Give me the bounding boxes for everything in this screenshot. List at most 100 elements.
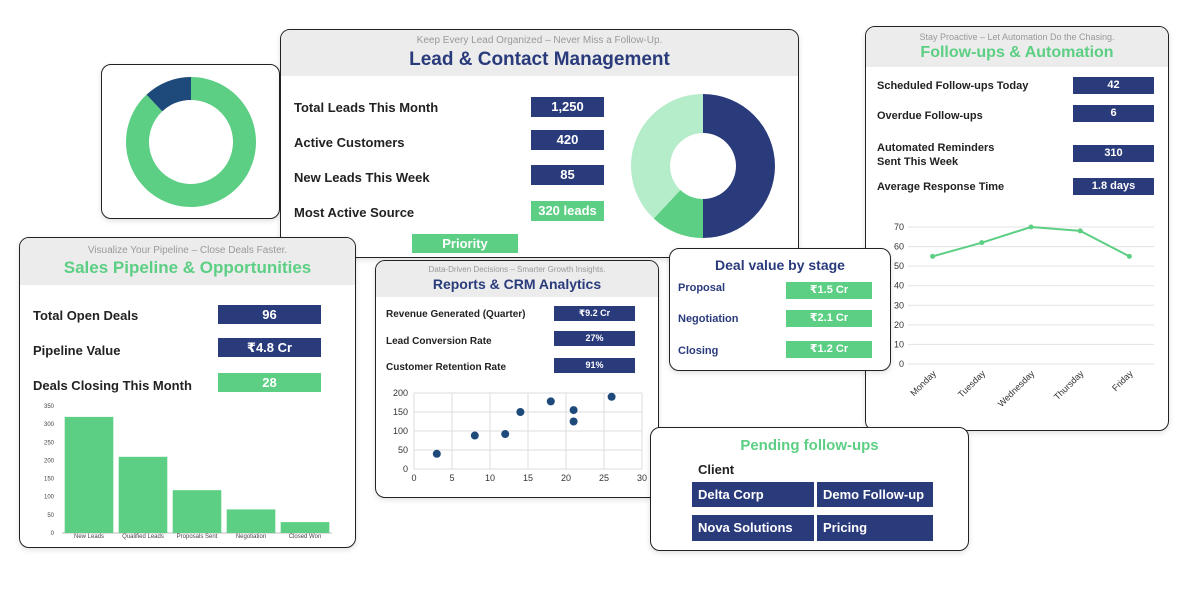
x-tick-label: Wednesday [996,368,1037,409]
y-tick-label: 350 [44,404,55,410]
scatter-point [470,431,479,440]
y-tick-label: 0 [899,359,904,369]
bar [64,416,114,533]
followups-metric-label: Automated Reminders Sent This Week [877,142,995,168]
pending-client-cell[interactable]: Delta Corp [692,482,814,507]
pipeline-metric-value: ₹4.8 Cr [218,338,321,357]
deal-stage-card: Deal value by stage Proposal ₹1.5 Cr Neg… [669,248,891,371]
followups-metric-value: 42 [1073,77,1154,94]
y-tick-label: 70 [894,222,904,232]
pending-client-cell[interactable]: Nova Solutions [692,515,814,541]
small-donut-chart [125,77,256,207]
y-tick-label: 30 [894,300,904,310]
deal-stage-label: Proposal [678,282,726,294]
bar [280,522,330,533]
x-tick-label: 10 [485,473,495,483]
pipeline-metric-label: Deals Closing This Month [33,378,192,393]
y-tick-label: 150 [44,477,55,483]
reports-metric-value: ₹9.2 Cr [554,306,635,321]
line-point [1126,253,1132,259]
y-tick-label: 50 [894,261,904,271]
pipeline-metric-label: Pipeline Value [33,343,121,358]
pipeline-tagline: Visualize Your Pipeline – Close Deals Fa… [87,245,288,256]
deal-stage-value: ₹2.1 Cr [786,310,872,327]
pending-task-cell[interactable]: Pricing Discussion [817,515,933,550]
pipeline-metric-label: Total Open Deals [33,308,139,323]
y-tick-label: 250 [44,440,55,446]
x-tick-label: Monday [908,368,938,398]
pending-column-header: Client [698,462,735,477]
x-tick-label: Qualified Leads [122,534,164,540]
scatter-point [501,430,510,439]
x-tick-label: Closed Won [289,534,322,540]
lead-metric-label: Total Leads This Month [294,100,439,115]
y-tick-label: 100 [393,426,408,436]
followups-card: Stay Proactive – Let Automation Do the C… [865,26,1169,431]
pending-card: Pending follow-ups Client Delta Corp Dem… [650,427,969,551]
pending-task-cell[interactable]: Demo Follow-up [817,482,933,507]
pipeline-title: Sales Pipeline & Opportunities [63,258,312,277]
y-tick-label: 100 [44,495,55,501]
y-tick-label: 10 [894,339,904,349]
x-tick-label: 20 [561,473,571,483]
y-tick-label: 0 [403,464,408,474]
lead-metric-label: New Leads This Week [294,170,430,185]
series-line [932,225,1130,258]
line-point [930,253,936,259]
x-tick-label: 0 [411,473,416,483]
donut-slice [703,94,775,238]
followups-metric-label: Overdue Follow-ups [877,110,983,122]
followups-tagline: Stay Proactive – Let Automation Do the C… [919,32,1115,42]
x-tick-label: Proposals Sent [177,534,218,540]
x-tick-label: 15 [523,473,533,483]
lead-donut-chart [631,94,775,238]
pipeline-metric-value: 96 [218,305,321,324]
followups-metric-value: 6 [1073,105,1154,122]
y-tick-label: 40 [894,281,904,291]
x-tick-label: Friday [1110,368,1135,393]
weekly-line-chart: 0 10 20 30 40 50 60 70 Monday Tuesday Wednesday Thu… [894,222,1154,409]
scatter-point [516,408,525,416]
y-tick-label: 50 [47,513,54,519]
donut-slice [146,77,191,112]
donut-slice [631,94,703,219]
y-tick-label: 200 [393,388,408,398]
followups-metric-value: 1.8 days [1073,178,1154,195]
pipeline-metric-value: 28 [218,373,321,392]
line-point [979,240,985,246]
bar [226,509,276,533]
deal-stage-label: Negotiation [678,313,739,325]
x-tick-label: Negotiation [236,534,266,540]
y-tick-label: 300 [44,422,55,428]
lead-metric-value: 320 leads [531,201,604,221]
y-tick-label: 60 [894,242,904,252]
y-tick-label: 50 [398,445,408,455]
scatter-point [546,397,555,406]
lead-metric-value: 420 [531,130,604,150]
x-tick-label: 25 [599,473,609,483]
analytics-scatter-chart: 0 5 10 15 20 25 30 0 50 100 150 200 [393,388,647,483]
x-tick-label: 30 [637,473,647,483]
reports-metric-value: 27% [554,331,635,346]
lead-metric-label: Active Customers [294,135,405,150]
lead-metric-value: 85 [531,165,604,185]
deal-stage-label: Closing [678,345,719,357]
deal-stage-value: ₹1.2 Cr [786,341,872,358]
small-donut-card [101,64,280,219]
reports-metric-label: Lead Conversion Rate [386,336,492,347]
x-tick-label: New Leads [74,534,104,540]
reports-metric-label: Revenue Generated (Quarter) [386,309,526,320]
lead-metric-label: Most Active Source [294,205,415,220]
deal-stage-title: Deal value by stage [715,257,845,273]
donut-slice [653,190,703,238]
reports-title: Reports & CRM Analytics [432,276,602,292]
x-tick-label: 5 [449,473,454,483]
reports-card: Data-Driven Decisions – Smarter Growth I… [375,260,659,498]
reports-metric-value: 91% [554,358,635,373]
scatter-point [432,449,441,458]
line-point [1028,224,1034,230]
y-tick-label: 0 [51,531,55,537]
reports-metric-label: Customer Retention Rate [386,362,507,373]
deal-stage-value: ₹1.5 Cr [786,282,872,299]
x-tick-label: Tuesday [956,368,988,400]
